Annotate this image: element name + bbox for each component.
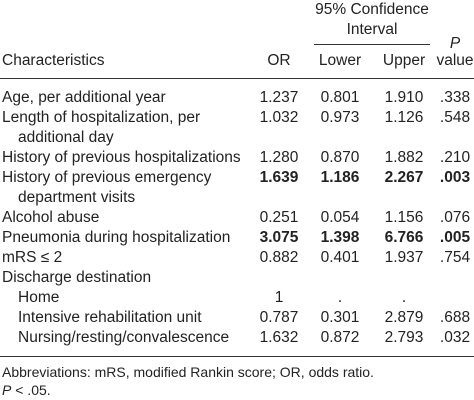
- cell-or: 1.632: [259, 329, 299, 346]
- cell-lower: 0.973: [320, 109, 360, 126]
- row-label: mRS ≤ 2: [2, 249, 63, 266]
- row-label: Intensive rehabilitation unit: [18, 309, 202, 326]
- row-label: Discharge destination: [2, 269, 152, 286]
- cell-p-value: .688: [439, 309, 471, 326]
- cell-p-value: .338: [439, 89, 471, 106]
- col-header-upper: Upper: [382, 52, 426, 69]
- col-header-or: OR: [267, 52, 291, 69]
- cell-or: 1.639: [259, 169, 299, 186]
- ci-header-line2: Interval: [346, 21, 398, 38]
- cell-upper: 1.882: [384, 149, 424, 166]
- cell-lower: 1.186: [320, 169, 360, 186]
- cell-or: 1.280: [259, 149, 299, 166]
- cell-p-value: .032: [439, 329, 471, 346]
- cell-lower: 0.401: [320, 249, 360, 266]
- cell-upper: 6.766: [384, 229, 424, 246]
- row-label: Age, per additional year: [2, 89, 166, 106]
- cell-p-value: .754: [439, 249, 471, 266]
- row-label: History of previous hospitalizations: [2, 149, 241, 166]
- cell-or: 1: [274, 289, 284, 306]
- footnote-p-threshold: < .05.: [11, 382, 51, 398]
- cell-p-value: .210: [439, 149, 471, 166]
- footnote-significance: P < .05.: [2, 380, 51, 400]
- cell-lower: 0.054: [320, 209, 360, 226]
- cell-upper: 2.879: [384, 309, 424, 326]
- cell-p-value: .548: [439, 109, 471, 126]
- row-label: Nursing/resting/convalescence: [18, 329, 230, 346]
- footnote-abbreviations: Abbreviations: mRS, modified Rankin scor…: [2, 364, 374, 380]
- cell-lower: 0.870: [320, 149, 360, 166]
- ci-header-line1: 95% Confidence: [315, 1, 429, 18]
- cell-or: 1.237: [259, 89, 299, 106]
- cell-upper: .: [401, 289, 407, 306]
- row-label: additional day: [18, 129, 114, 146]
- col-header-p-value: value: [436, 52, 474, 69]
- cell-upper: 2.793: [384, 329, 424, 346]
- cell-or: 0.787: [259, 309, 299, 326]
- cell-or: 3.075: [259, 229, 299, 246]
- cell-lower: .: [337, 289, 343, 306]
- row-label: Length of hospitalization, per: [2, 109, 201, 126]
- bottom-rule: [0, 356, 474, 357]
- cell-upper: 1.910: [384, 89, 424, 106]
- cell-upper: 1.156: [384, 209, 424, 226]
- col-header-characteristics: Characteristics: [2, 52, 105, 69]
- row-label: Pneumonia during hospitalization: [2, 229, 231, 246]
- cell-or: 0.882: [259, 249, 299, 266]
- cell-p-value: .076: [439, 209, 471, 226]
- row-label: History of previous emergency: [2, 169, 212, 186]
- row-label: Home: [18, 289, 60, 306]
- cell-lower: 0.301: [320, 309, 360, 326]
- col-header-lower: Lower: [318, 52, 362, 69]
- cell-or: 1.032: [259, 109, 299, 126]
- cell-lower: 1.398: [320, 229, 360, 246]
- cell-lower: 0.801: [320, 89, 360, 106]
- p-header-letter: P: [449, 35, 461, 52]
- cell-upper: 1.937: [384, 249, 424, 266]
- cell-lower: 0.872: [320, 329, 360, 346]
- cell-p-value: .003: [439, 169, 471, 186]
- ci-header: 95% Confidence Interval: [296, 0, 448, 40]
- header-rule: [0, 78, 474, 79]
- cell-upper: 1.126: [384, 109, 424, 126]
- footnote-p-letter: P: [2, 382, 12, 398]
- ci-underline: [314, 44, 430, 45]
- cell-or: 0.251: [259, 209, 299, 226]
- row-label: Alcohol abuse: [2, 209, 100, 226]
- cell-upper: 2.267: [384, 169, 424, 186]
- row-label: department visits: [18, 189, 136, 206]
- cell-p-value: .005: [439, 229, 471, 246]
